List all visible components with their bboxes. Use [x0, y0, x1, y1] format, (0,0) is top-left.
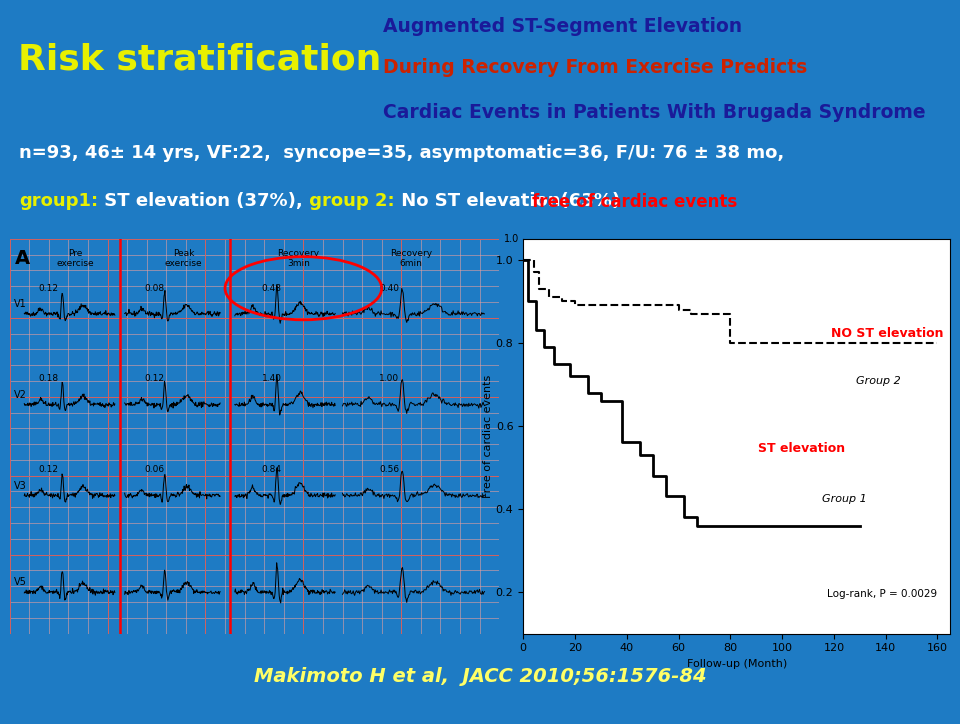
Text: n=93, 46± 14 yrs, VF:22,  syncope=35, asymptomatic=36, F/U: 76 ± 38 mo,: n=93, 46± 14 yrs, VF:22, syncope=35, asy…: [19, 145, 784, 162]
Text: 0.40: 0.40: [379, 284, 399, 292]
Text: 1.40: 1.40: [261, 374, 281, 384]
Text: 0.56: 0.56: [379, 466, 399, 474]
Text: 0.12: 0.12: [144, 374, 164, 384]
Text: NO ST elevation: NO ST elevation: [830, 327, 944, 340]
Text: 1.00: 1.00: [379, 374, 399, 384]
Text: 0.06: 0.06: [144, 466, 164, 474]
Text: 0.84: 0.84: [261, 466, 281, 474]
Text: Recovery
6min: Recovery 6min: [390, 249, 432, 268]
Text: Augmented ST-Segment Elevation: Augmented ST-Segment Elevation: [383, 17, 742, 35]
Text: V3: V3: [13, 481, 26, 491]
Text: V1: V1: [13, 299, 26, 309]
Text: V2: V2: [13, 390, 26, 400]
X-axis label: Follow-up (Month): Follow-up (Month): [686, 659, 787, 669]
Text: Recovery
3min: Recovery 3min: [277, 249, 320, 268]
Text: Log-rank, P = 0.0029: Log-rank, P = 0.0029: [828, 589, 938, 599]
Text: Makimoto H et al,  JACC 2010;56:1576-84: Makimoto H et al, JACC 2010;56:1576-84: [253, 668, 707, 686]
Text: Risk stratification: Risk stratification: [18, 43, 382, 77]
Text: free of cardiac events: free of cardiac events: [532, 193, 737, 211]
Text: Group 1: Group 1: [822, 494, 867, 505]
Text: 0.08: 0.08: [144, 284, 164, 292]
Text: Peak
exercise: Peak exercise: [164, 249, 203, 268]
Text: Pre
exercise: Pre exercise: [57, 249, 94, 268]
Text: Cardiac Events in Patients With Brugada Syndrome: Cardiac Events in Patients With Brugada …: [383, 103, 925, 122]
Text: group 2:: group 2:: [303, 193, 395, 210]
Text: 0.48: 0.48: [261, 284, 281, 292]
Text: Group 2: Group 2: [856, 376, 901, 386]
Text: 0.12: 0.12: [38, 284, 59, 292]
Text: A: A: [14, 249, 30, 268]
Y-axis label: Free of cardiac events: Free of cardiac events: [483, 374, 492, 498]
Text: 1.0: 1.0: [504, 234, 519, 244]
Text: ST elevation (37%),: ST elevation (37%),: [98, 193, 303, 210]
Text: During Recovery From Exercise Predicts: During Recovery From Exercise Predicts: [383, 58, 807, 77]
Text: ST elevation: ST elevation: [758, 442, 846, 455]
Text: group1:: group1:: [19, 193, 98, 210]
Text: V5: V5: [13, 577, 26, 587]
Text: 0.18: 0.18: [38, 374, 59, 384]
Text: No ST elevation(63%): No ST elevation(63%): [395, 193, 620, 210]
Text: 0.12: 0.12: [38, 466, 59, 474]
